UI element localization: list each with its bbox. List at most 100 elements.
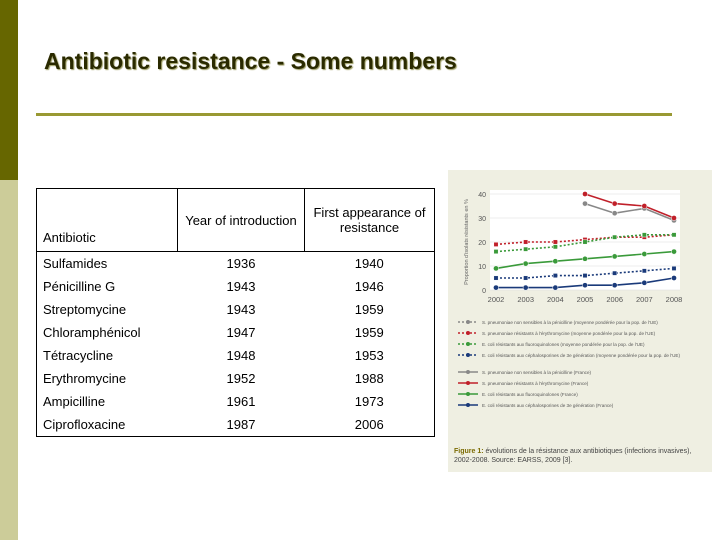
x-tick-label: 2003: [517, 295, 534, 304]
slide-title: Antibiotic resistance - Some numbers: [44, 48, 457, 74]
data-point: [493, 275, 499, 281]
legend-marker: [466, 353, 470, 357]
table-row: Erythromycine 1952 1988: [36, 367, 435, 390]
legend-marker: [466, 342, 470, 346]
data-point: [552, 284, 559, 291]
legend-label: S. pneumoniae non sensibles à la pénicil…: [482, 320, 658, 325]
legend-label: E. coli résistants aux céphalosporines d…: [482, 403, 614, 408]
data-point: [522, 260, 529, 267]
x-tick-label: 2004: [547, 295, 564, 304]
cell-introduced: 1943: [226, 302, 256, 317]
y-tick-label: 30: [478, 216, 486, 223]
table-row: Chloramphénicol 1947 1959: [36, 321, 435, 344]
cell-introduced: 1947: [226, 325, 256, 340]
x-tick-label: 2007: [636, 295, 653, 304]
cell-resistance: 1988: [304, 367, 435, 390]
y-tick-label: 10: [478, 264, 486, 271]
title-underline: [36, 113, 672, 116]
data-point: [671, 275, 677, 281]
cell-antibiotic: Streptomycine: [36, 298, 178, 321]
y-axis-label: Proportion d'isolats résistants en %: [464, 199, 470, 285]
data-point: [611, 282, 618, 289]
legend-label: E. coli résistants aux fluoroquinolones …: [482, 392, 578, 397]
y-tick-label: 0: [482, 288, 486, 295]
cell-resistance: 1959: [304, 321, 435, 344]
data-point: [552, 273, 558, 279]
legend-label: S. pneumoniae non sensibles à la pénicil…: [482, 370, 592, 375]
cell-resistance: 1973: [304, 390, 435, 413]
data-point: [611, 210, 618, 217]
x-tick-label: 2008: [666, 295, 683, 304]
cell-antibiotic: Sulfamides: [36, 251, 178, 275]
cell-antibiotic: Pénicilline G: [36, 275, 178, 298]
left-accent-bar-dark: [0, 0, 18, 180]
data-point: [641, 279, 648, 286]
data-point: [493, 249, 499, 255]
cell-resistance: 1946: [304, 275, 435, 298]
resistance-line-chart: 0 10 20 30 40 2002 2003 2004 2005 2006 2007 2008 Pro…: [458, 190, 683, 408]
table-row: Ampicilline 1961 1973: [36, 390, 435, 413]
legend-marker: [466, 331, 470, 335]
data-point: [493, 241, 499, 247]
data-point: [612, 270, 618, 276]
cell-resistance: 2006: [304, 413, 435, 437]
cell-resistance: 1959: [304, 298, 435, 321]
data-point: [671, 215, 677, 221]
y-tick-label: 20: [478, 240, 486, 247]
data-point: [671, 265, 677, 271]
cell-introduced: 1943: [226, 279, 256, 294]
cell-resistance: 1953: [304, 344, 435, 367]
cell-introduced: 1948: [226, 348, 256, 363]
legend-label: E. coli résistants aux céphalosporines d…: [482, 353, 680, 358]
legend-marker: [466, 392, 470, 396]
data-point: [671, 248, 677, 255]
cell-antibiotic: Ampicilline: [36, 390, 178, 413]
caption-label: Figure 1:: [454, 448, 484, 455]
cell-introduced: 1987: [177, 413, 305, 437]
cell-antibiotic: Chloramphénicol: [36, 321, 178, 344]
table-header-row: Antibiotic Year of introduction First ap…: [36, 188, 435, 252]
data-point: [552, 239, 558, 245]
legend-label: S. pneumoniae résistants à l'érythromyci…: [482, 381, 589, 386]
data-point: [582, 273, 588, 279]
caption-text: évolutions de la résistance aux antibiot…: [454, 448, 692, 464]
left-accent-bar-light: [0, 180, 18, 540]
series-line: [584, 193, 675, 219]
data-point: [611, 200, 618, 207]
data-point: [582, 282, 588, 289]
data-point: [582, 239, 588, 245]
cell-introduced: 1952: [226, 371, 256, 386]
table-row: Tétracycline 1948 1953: [36, 344, 435, 367]
legend-marker: [466, 403, 470, 407]
cell-antibiotic: Erythromycine: [36, 367, 178, 390]
legend-marker: [466, 370, 470, 374]
legend-label: E. coli résistants aux fluoroquinolones …: [482, 342, 645, 347]
table-row: Ciprofloxacine 1987 2006: [36, 413, 435, 437]
cell-resistance: 1940: [304, 251, 435, 275]
antibiotic-table: Antibiotic Year of introduction First ap…: [36, 188, 435, 437]
data-point: [523, 275, 529, 281]
data-point: [641, 232, 647, 238]
data-point: [523, 239, 529, 245]
legend-label: S. pneumoniae résistants à l'érythromyci…: [482, 331, 656, 336]
data-point: [671, 232, 677, 238]
header-year-introduction: Year of introduction: [177, 188, 305, 252]
cell-antibiotic: Ciprofloxacine: [36, 413, 178, 437]
series-line: [584, 202, 675, 222]
data-point: [523, 246, 529, 252]
cell-introduced: 1936: [226, 256, 256, 271]
table-row: Sulfamides 1936 1940: [36, 251, 435, 275]
table-row: Pénicilline G 1943 1946: [36, 275, 435, 298]
data-point: [641, 203, 648, 209]
data-point: [612, 234, 618, 240]
cell-introduced: 1961: [226, 394, 256, 409]
table-row: Streptomycine 1943 1959: [36, 298, 435, 321]
data-point: [582, 191, 588, 197]
figure-caption: Figure 1: évolutions de la résistance au…: [454, 447, 710, 465]
data-point: [552, 258, 559, 265]
data-point: [552, 244, 558, 250]
data-point: [493, 284, 499, 291]
data-point: [522, 284, 529, 291]
x-tick-label: 2002: [488, 295, 505, 304]
data-point: [493, 265, 499, 272]
